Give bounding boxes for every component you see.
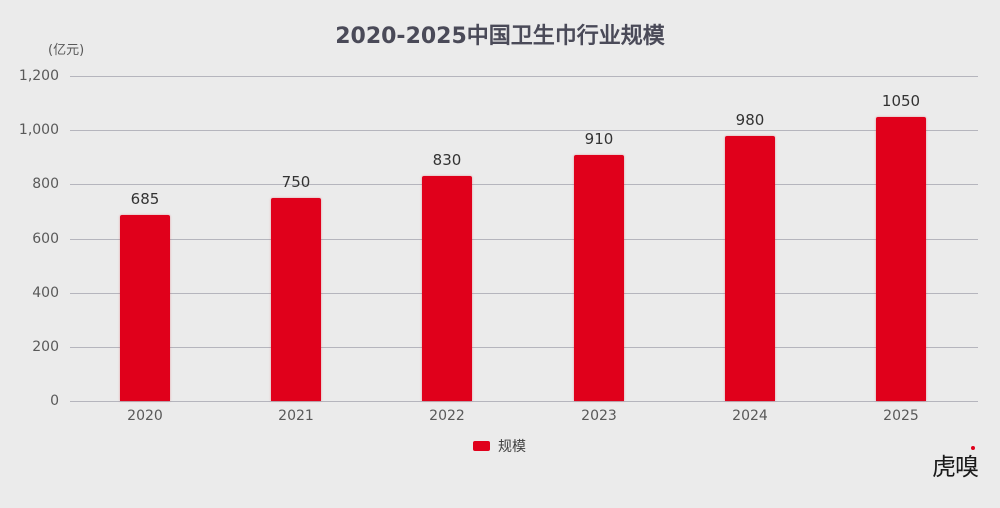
gridline xyxy=(70,347,978,348)
watermark-logo: 虎嗅 xyxy=(932,453,979,481)
x-tick-label: 2023 xyxy=(581,408,617,424)
legend: 规模 xyxy=(473,436,526,456)
bar-2021 xyxy=(271,198,321,401)
bar-value-label: 750 xyxy=(281,173,311,191)
x-tick-label: 2022 xyxy=(429,408,465,424)
x-tick-label: 2025 xyxy=(883,408,919,424)
bar-2020 xyxy=(120,215,170,401)
gridline xyxy=(70,76,978,77)
bar-2025 xyxy=(876,117,926,401)
bar-2024 xyxy=(725,136,775,401)
bar-value-label: 910 xyxy=(584,130,614,148)
y-tick-label: 0 xyxy=(50,393,59,409)
bar-value-label: 1050 xyxy=(881,92,921,110)
y-axis-unit-label: (亿元) xyxy=(48,43,85,58)
legend-label: 规模 xyxy=(498,439,526,455)
y-tick-label: 1,000 xyxy=(18,122,59,138)
y-tick-label: 200 xyxy=(32,339,59,355)
y-tick-label: 600 xyxy=(32,231,59,247)
legend-swatch xyxy=(473,441,490,451)
y-tick-label: 800 xyxy=(32,176,59,192)
bar-value-label: 830 xyxy=(432,151,462,169)
bar-value-label: 685 xyxy=(130,190,160,208)
gridline xyxy=(70,293,978,294)
chart-title: 2020-2025中国卫生巾行业规模 xyxy=(335,24,665,49)
y-tick-label: 1,200 xyxy=(18,68,59,84)
watermark-dot-icon xyxy=(971,446,975,450)
x-tick-label: 2021 xyxy=(278,408,314,424)
bar-value-label: 980 xyxy=(735,111,765,129)
gridline xyxy=(70,239,978,240)
gridline xyxy=(70,184,978,185)
gridline xyxy=(70,401,978,402)
y-tick-label: 400 xyxy=(32,285,59,301)
x-tick-label: 2024 xyxy=(732,408,768,424)
x-tick-label: 2020 xyxy=(127,408,163,424)
bar-2022 xyxy=(422,176,472,401)
bar-2023 xyxy=(574,155,624,401)
gridline xyxy=(70,130,978,131)
